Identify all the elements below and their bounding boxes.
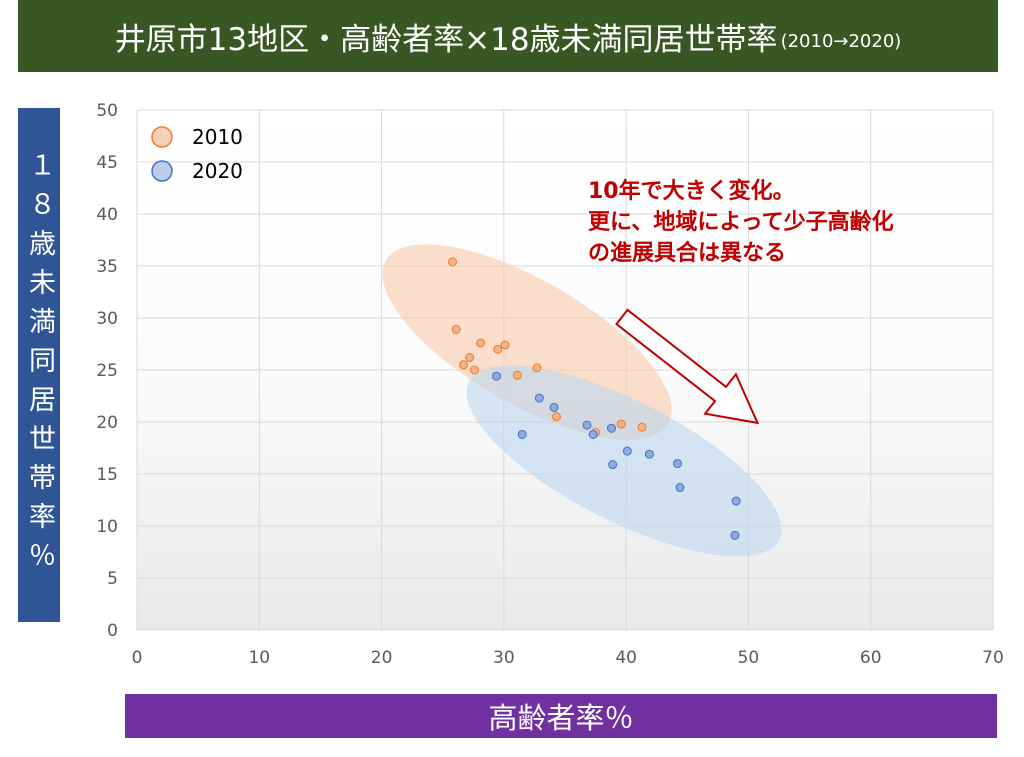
chart-subtitle: (2010→2020)	[780, 30, 902, 52]
x-tick-label: 0	[132, 648, 143, 668]
y-tick-label: 10	[96, 517, 118, 537]
legend-label-2020: 2020	[192, 159, 243, 183]
trend-arrow	[615, 308, 760, 425]
chart-title: 井原市13地区・高齢者率×18歳未満同居世帯率	[114, 21, 778, 58]
annotation-line: 10年で大きく変化。	[588, 179, 795, 204]
data-point-2020	[534, 393, 544, 403]
data-point-2010	[470, 365, 480, 375]
legend-marker-2010	[151, 126, 173, 148]
data-point-2010	[512, 370, 522, 380]
data-points	[447, 257, 741, 540]
y-tick-label: 0	[107, 621, 118, 641]
data-point-2010	[447, 257, 457, 267]
legend-marker-2020	[151, 160, 173, 182]
data-point-2020	[492, 371, 502, 381]
data-point-2020	[588, 429, 598, 439]
y-tick-label: 50	[96, 101, 118, 121]
y-tick-label: 20	[96, 413, 118, 433]
data-point-2010	[616, 419, 626, 429]
data-point-2020	[673, 459, 683, 469]
data-point-2020	[608, 460, 618, 470]
data-point-2010	[476, 338, 486, 348]
data-point-2020	[675, 483, 685, 493]
y-tick-label: 45	[96, 153, 118, 173]
y-tick-label: 40	[96, 205, 118, 225]
data-point-2010	[493, 344, 503, 354]
data-point-2020	[517, 429, 527, 439]
data-point-2010	[500, 340, 510, 350]
data-point-2020	[622, 446, 632, 456]
data-point-2010	[459, 360, 469, 370]
y-tick-label: 25	[96, 361, 118, 381]
data-point-2010	[532, 363, 542, 373]
data-point-2020	[644, 449, 654, 459]
data-point-2010	[451, 324, 461, 334]
x-tick-label: 40	[615, 648, 637, 668]
x-tick-label: 20	[371, 648, 393, 668]
x-tick-label: 10	[248, 648, 270, 668]
x-axis-label-banner: 高齢者率％	[125, 694, 997, 738]
x-tick-label: 50	[738, 648, 760, 668]
y-axis-label-box: １８歳未満同居世帯率％	[18, 108, 60, 622]
cluster-ellipse-2020	[466, 365, 782, 557]
annotation-text: 10年で大きく変化。 更に、地域によって少子高齢化 の進展具合は異なる	[588, 176, 894, 269]
x-tick-label: 30	[493, 648, 515, 668]
x-axis-label: 高齢者率％	[488, 701, 634, 735]
data-point-2010	[551, 412, 561, 422]
annotation-line: 更に、地域によって少子高齢化	[588, 210, 894, 235]
data-point-2020	[730, 530, 740, 540]
legend-label-2010: 2010	[192, 125, 243, 149]
y-tick-label: 30	[96, 309, 118, 329]
x-axis-ticks: 0 10 20 30 40 50 60 70	[132, 648, 1004, 668]
legend: 2010 2020	[151, 125, 243, 183]
title-banner: 井原市13地区・高齢者率×18歳未満同居世帯率 (2010→2020)	[18, 0, 998, 72]
y-tick-label: 35	[96, 257, 118, 277]
y-tick-label: 15	[96, 465, 118, 485]
data-point-2010	[465, 353, 475, 363]
data-point-2020	[731, 496, 741, 506]
x-tick-label: 70	[982, 648, 1004, 668]
data-point-2020	[606, 423, 616, 433]
y-axis-label: １８歳未満同居世帯率％	[24, 150, 55, 580]
annotation-line: の進展具合は異なる	[588, 241, 787, 266]
x-tick-label: 60	[860, 648, 882, 668]
data-point-2020	[582, 420, 592, 430]
data-point-2010	[637, 422, 647, 432]
y-tick-label: 5	[107, 569, 118, 589]
y-axis-ticks: 0 5 10 15 20 25 30 35 40 45 50	[96, 101, 118, 641]
data-point-2020	[549, 402, 559, 412]
